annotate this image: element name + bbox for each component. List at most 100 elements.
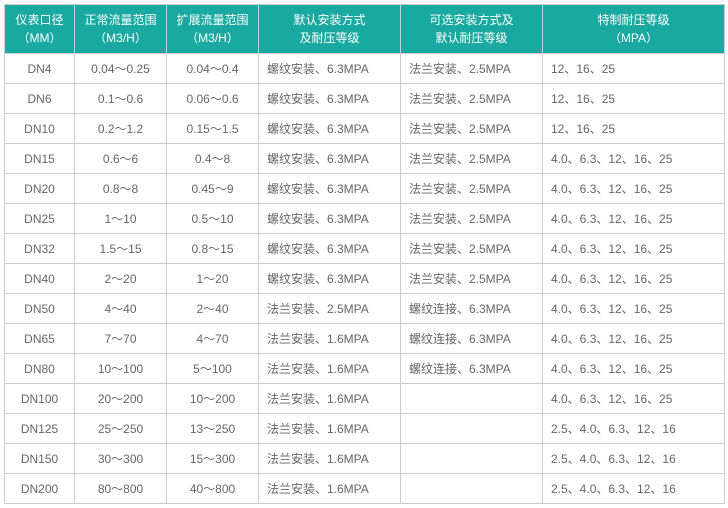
cell-c3: 15～300: [167, 444, 259, 474]
cell-c2: 4～40: [75, 294, 167, 324]
cell-c1: DN150: [5, 444, 75, 474]
cell-c4: 法兰安装、1.6MPA: [259, 444, 401, 474]
cell-c5: 法兰安装、2.5MPA: [401, 234, 543, 264]
cell-c1: DN125: [5, 414, 75, 444]
cell-c1: DN50: [5, 294, 75, 324]
cell-c5: 法兰安装、2.5MPA: [401, 114, 543, 144]
header-col-1: 仪表口径 （MM）: [5, 5, 75, 54]
cell-c1: DN80: [5, 354, 75, 384]
table-row: DN657～704～70法兰安装、1.6MPA螺纹连接、6.3MPA4.0、6.…: [5, 324, 725, 354]
cell-c2: 20～200: [75, 384, 167, 414]
cell-c6: 4.0、6.3、12、16、25: [543, 234, 725, 264]
cell-c5: 螺纹连接、6.3MPA: [401, 324, 543, 354]
header-col-3: 扩展流量范围（M3/H）: [167, 5, 259, 54]
cell-c3: 4～70: [167, 324, 259, 354]
cell-c1: DN200: [5, 474, 75, 504]
cell-c1: DN6: [5, 84, 75, 114]
cell-c6: 4.0、6.3、12、16、25: [543, 294, 725, 324]
cell-c2: 30～300: [75, 444, 167, 474]
cell-c1: DN15: [5, 144, 75, 174]
table-row: DN15030～30015～300法兰安装、1.6MPA2.5、4.0、6.3、…: [5, 444, 725, 474]
cell-c6: 2.5、4.0、6.3、12、16: [543, 474, 725, 504]
cell-c4: 螺纹安装、6.3MPA: [259, 144, 401, 174]
cell-c3: 0.5～10: [167, 204, 259, 234]
cell-c6: 4.0、6.3、12、16、25: [543, 204, 725, 234]
cell-c2: 0.8～8: [75, 174, 167, 204]
cell-c3: 5～100: [167, 354, 259, 384]
cell-c1: DN100: [5, 384, 75, 414]
cell-c2: 25～250: [75, 414, 167, 444]
cell-c5: [401, 384, 543, 414]
cell-c2: 0.04～0.25: [75, 54, 167, 84]
cell-c1: DN40: [5, 264, 75, 294]
cell-c4: 螺纹安装、6.3MPA: [259, 54, 401, 84]
cell-c3: 0.06～0.6: [167, 84, 259, 114]
table-row: DN10020～20010～200法兰安装、1.6MPA4.0、6.3、12、1…: [5, 384, 725, 414]
header-col-5: 可选安装方式及默认耐压等级: [401, 5, 543, 54]
cell-c1: DN65: [5, 324, 75, 354]
header-col-2: 正常流量范围 （M3/H）: [75, 5, 167, 54]
cell-c3: 0.45～9: [167, 174, 259, 204]
cell-c2: 0.2～1.2: [75, 114, 167, 144]
table-row: DN20080～80040～800法兰安装、1.6MPA 2.5、4.0、6.3、…: [5, 474, 725, 504]
header-label: 可选安装方式及: [429, 13, 513, 27]
cell-c4: 法兰安装、1.6MPA: [259, 384, 401, 414]
cell-c1: DN10: [5, 114, 75, 144]
header-sub: （M3/H）: [94, 31, 147, 45]
table-row: DN251～100.5～10螺纹安装、6.3MPA法兰安装、2.5MPA4.0、…: [5, 204, 725, 234]
cell-c3: 1～20: [167, 264, 259, 294]
header-col-4: 默认安装方式及耐压等级: [259, 5, 401, 54]
cell-c6: 12、16、25: [543, 84, 725, 114]
cell-c5: 法兰安装、2.5MPA: [401, 144, 543, 174]
cell-c5: [401, 444, 543, 474]
cell-c3: 0.15～1.5: [167, 114, 259, 144]
cell-c3: 13～250: [167, 414, 259, 444]
cell-c4: 螺纹安装、6.3MPA: [259, 264, 401, 294]
header-row: 仪表口径 （MM） 正常流量范围 （M3/H） 扩展流量范围（M3/H） 默认安装方…: [5, 5, 725, 54]
table-row: DN8010～1005～100法兰安装、1.6MPA螺纹连接、6.3MPA4.0…: [5, 354, 725, 384]
cell-c6: 4.0、6.3、12、16、25: [543, 384, 725, 414]
cell-c2: 10～100: [75, 354, 167, 384]
cell-c5: 法兰安装、2.5MPA: [401, 204, 543, 234]
cell-c5: [401, 474, 543, 504]
cell-c1: DN4: [5, 54, 75, 84]
cell-c6: 12、16、25: [543, 114, 725, 144]
cell-c3: 0.04～0.4: [167, 54, 259, 84]
cell-c4: 法兰安装、1.6MPA: [259, 354, 401, 384]
table-row: DN200.8～80.45～9螺纹安装、6.3MPA法兰安装、2.5MPA4.0…: [5, 174, 725, 204]
cell-c3: 40～800: [167, 474, 259, 504]
cell-c3: 0.4～8: [167, 144, 259, 174]
cell-c2: 80～800: [75, 474, 167, 504]
cell-c6: 2.5、4.0、6.3、12、16: [543, 414, 725, 444]
table-row: DN60.1～0.60.06～0.6螺纹安装、6.3MPA法兰安装、2.5MPA…: [5, 84, 725, 114]
header-label: 扩展流量范围: [176, 13, 248, 27]
cell-c4: 法兰安装、1.6MPA: [259, 414, 401, 444]
cell-c6: 4.0、6.3、12、16、25: [543, 144, 725, 174]
cell-c6: 4.0、6.3、12、16、25: [543, 324, 725, 354]
header-label: 正常流量范围: [84, 13, 156, 27]
table-body: DN40.04～0.250.04～0.4螺纹安装、6.3MPA法兰安装、2.5M…: [5, 54, 725, 504]
cell-c6: 4.0、6.3、12、16、25: [543, 174, 725, 204]
spec-table: 仪表口径 （MM） 正常流量范围 （M3/H） 扩展流量范围（M3/H） 默认安装方…: [4, 4, 725, 504]
header-label: 默认安装方式: [293, 13, 365, 27]
table-row: DN402～201～20螺纹安装、6.3MPA法兰安装、2.5MPA4.0、6.…: [5, 264, 725, 294]
cell-c3: 2～40: [167, 294, 259, 324]
cell-c1: DN25: [5, 204, 75, 234]
cell-c2: 1.5～15: [75, 234, 167, 264]
header-label: 仪表口径: [15, 13, 63, 27]
cell-c5: 法兰安装、2.5MPA: [401, 54, 543, 84]
cell-c4: 螺纹安装、6.3MPA: [259, 84, 401, 114]
cell-c6: 4.0、6.3、12、16、25: [543, 264, 725, 294]
header-sub: （MPA）: [609, 31, 658, 45]
cell-c2: 2～20: [75, 264, 167, 294]
cell-c4: 螺纹安装、6.3MPA: [259, 234, 401, 264]
table-row: DN40.04～0.250.04～0.4螺纹安装、6.3MPA法兰安装、2.5M…: [5, 54, 725, 84]
table-row: DN150.6～60.4～8螺纹安装、6.3MPA法兰安装、2.5MPA4.0、…: [5, 144, 725, 174]
cell-c2: 0.1～0.6: [75, 84, 167, 114]
header-sub: 及耐压等级: [299, 31, 359, 45]
cell-c4: 螺纹安装、6.3MPA: [259, 174, 401, 204]
cell-c6: 4.0、6.3、12、16、25: [543, 354, 725, 384]
cell-c5: [401, 414, 543, 444]
cell-c4: 法兰安装、1.6MPA: [259, 474, 401, 504]
header-sub: （MM）: [18, 31, 62, 45]
